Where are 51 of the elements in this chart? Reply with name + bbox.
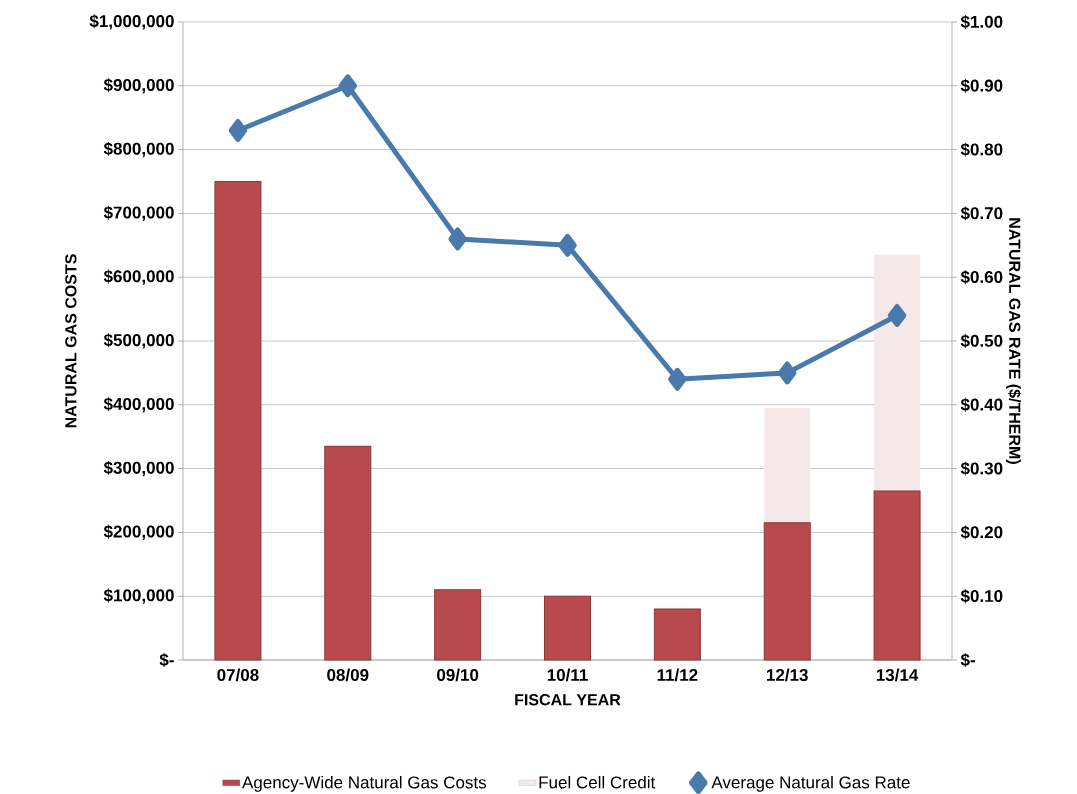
y-tick-label: $1,000,000 (89, 14, 174, 30)
bar (544, 595, 591, 661)
bar (763, 522, 811, 661)
bar (214, 181, 262, 661)
y2-tick-label: $- (960, 653, 975, 667)
y2-tick-label: $0.70 (960, 206, 1003, 221)
y2-axis-title: NATURAL GAS RATE ($/THERM) (1005, 218, 1022, 464)
y-tick-label: $400,000 (103, 397, 174, 413)
y2-tick-label: $0.80 (960, 142, 1003, 157)
x-tick-label: 12/13 (767, 668, 808, 682)
x-axis-title: FISCAL YEAR (515, 694, 621, 706)
x-tick-label: 07/08 (217, 668, 259, 682)
y-tick-label: $300,000 (103, 461, 174, 477)
x-tick-label: 11/12 (657, 668, 698, 682)
y2-tick-label: $0.40 (960, 397, 1003, 412)
x-tick-label: 13/14 (876, 668, 919, 682)
point (338, 74, 358, 98)
bar (434, 589, 482, 661)
bar (764, 408, 811, 523)
point (448, 227, 467, 251)
y2-tick-label: $0.30 (960, 461, 1003, 476)
y-tick-label: $900,000 (103, 78, 174, 94)
y-tick-label: $- (159, 653, 174, 667)
point (668, 367, 687, 391)
x-tick-label: 08/09 (327, 668, 369, 682)
x-tick-label: 09/10 (437, 668, 479, 682)
y2-tick-label: $1.00 (960, 15, 1003, 30)
y2-tick-label: $0.20 (960, 525, 1003, 540)
y2-tick-label: $0.60 (960, 270, 1003, 285)
legend-label: Fuel Cell Credit (539, 776, 656, 789)
y2-tick-label: $0.50 (960, 334, 1003, 349)
bar (324, 445, 372, 661)
y-tick-label: $700,000 (103, 205, 174, 222)
point (558, 233, 577, 257)
y-axis-title: NATURAL GAS COSTS (65, 254, 77, 428)
point (887, 304, 907, 328)
y2-tick-label: $0.90 (960, 78, 1003, 93)
bar (874, 254, 921, 491)
point (228, 119, 248, 143)
y-tick-label: $200,000 (103, 524, 174, 541)
y-tick-label: $800,000 (103, 142, 174, 158)
bar (653, 608, 701, 661)
bar (873, 490, 921, 661)
legend-label: Average Natural Gas Rate (711, 776, 910, 792)
point (777, 361, 797, 385)
x-tick-label: 10/11 (547, 668, 588, 682)
y-tick-label: $100,000 (103, 588, 174, 604)
y-tick-label: $500,000 (103, 333, 174, 349)
y-tick-label: $600,000 (103, 269, 174, 285)
legend-label: Agency-Wide Natural Gas Costs (242, 776, 487, 792)
y2-tick-label: $0.10 (960, 589, 1003, 604)
